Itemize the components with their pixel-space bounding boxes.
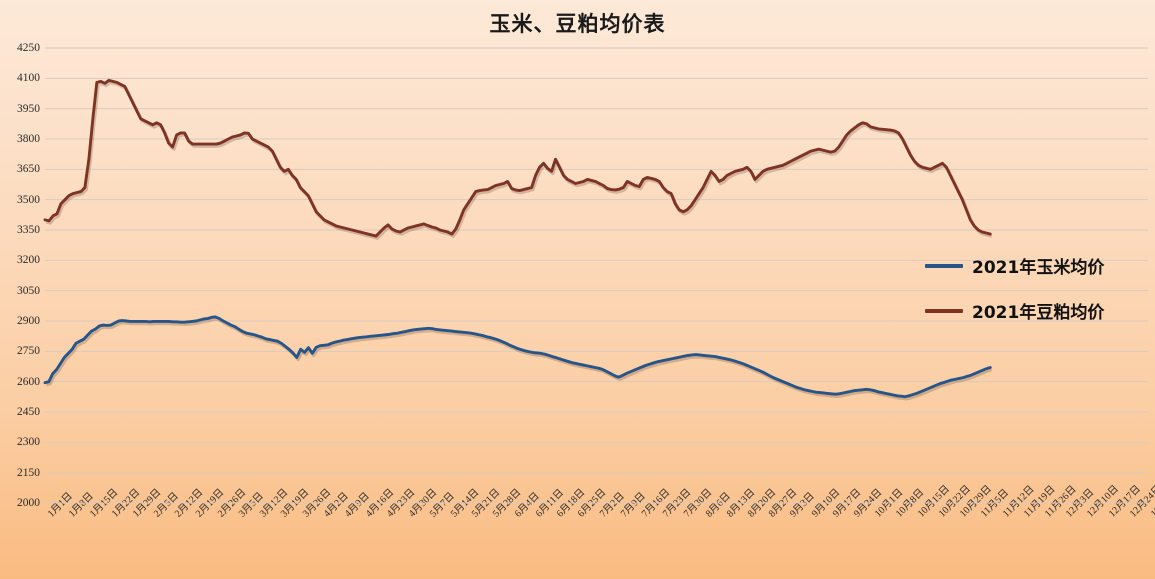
y-axis-tick-label: 2000 — [17, 497, 40, 509]
y-axis-tick-label: 3500 — [17, 193, 40, 206]
series-line-corn[interactable] — [43, 315, 992, 399]
chart-title: 玉米、豆粕均价表 — [489, 12, 666, 36]
y-axis-tick-label: 2750 — [17, 345, 40, 358]
y-axis-tick-label: 4250 — [17, 42, 40, 54]
gridlines — [45, 47, 1148, 504]
y-axis-tick-label: 4100 — [17, 72, 40, 85]
legend-swatch-soymeal — [925, 308, 963, 313]
y-axis-tick-label: 2900 — [17, 315, 40, 327]
legend-label-corn: 2021年玉米均价 — [972, 258, 1105, 278]
y-axis-tick-label: 3650 — [17, 163, 40, 176]
y-axis-tick-label: 3350 — [17, 224, 40, 236]
y-axis-tick-label: 2450 — [17, 406, 40, 418]
y-axis-tick-label: 3050 — [17, 284, 40, 297]
series-lines — [43, 78, 993, 401]
series-line-shadow — [45, 317, 993, 401]
y-axis-tick-label: 3950 — [17, 102, 40, 115]
legend-swatch-corn — [925, 263, 963, 268]
legend-item-corn[interactable]: 2021年玉米均价 — [925, 253, 1104, 278]
series-line-soymeal[interactable] — [43, 78, 992, 238]
y-axis-tick-label: 2300 — [17, 436, 40, 449]
y-axis-tick-label: 3800 — [17, 133, 40, 145]
series-line-shadow — [46, 80, 993, 240]
legend-label-soymeal: 2021年豆粕均价 — [972, 303, 1105, 323]
legend-item-soymeal[interactable]: 2021年豆粕均价 — [925, 298, 1104, 323]
y-axis-tick-label: 2150 — [17, 466, 40, 479]
y-axis-tick-label: 3200 — [17, 254, 40, 267]
y-axis-tick-label: 2600 — [17, 375, 40, 388]
